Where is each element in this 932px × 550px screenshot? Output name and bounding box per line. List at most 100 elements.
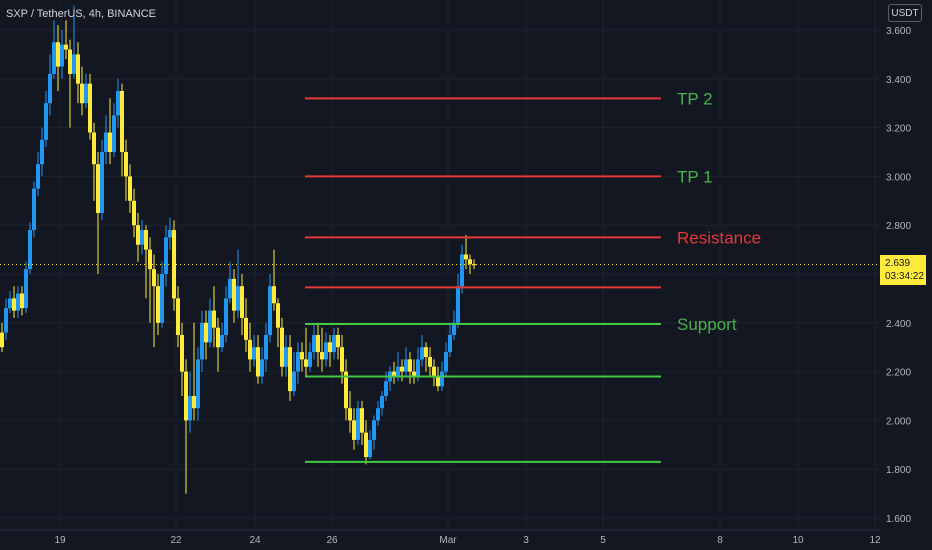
candle-body [216,327,220,348]
candle-body [408,359,412,372]
candle-body [148,249,152,270]
candle-body [288,347,292,392]
candle-body [420,347,424,360]
candle-body [256,347,260,377]
candle-body [40,139,44,165]
candle-body [336,335,340,348]
candle-body [312,335,316,353]
candle-body [152,269,156,287]
candle-body [272,286,276,304]
candle-body [304,359,308,367]
candle-body [28,230,32,270]
candle-body [52,42,56,74]
level-label: TP 1 [677,167,713,186]
candle-body [8,298,12,309]
candle-body [156,286,160,323]
candle-body [376,408,380,421]
candle-body [472,264,476,266]
candle-body [320,352,324,360]
candle-body [324,342,328,360]
candle-body [104,132,108,152]
y-axis[interactable]: 1.6001.8002.0002.2002.4002.6002.8003.000… [886,26,911,525]
candle-body [276,303,280,328]
x-tick-label: 22 [170,535,182,546]
candle-body [460,254,464,287]
candle-body [232,278,236,311]
candle-body [448,335,452,353]
candle-body [260,359,264,377]
candle-body [112,115,116,152]
candle-body [116,91,120,116]
candle-body [200,322,204,360]
y-tick-label: 2.800 [886,221,911,232]
candle-body [452,322,456,335]
currency-button[interactable]: USDT [888,4,922,22]
y-tick-label: 3.200 [886,124,911,135]
candle-body [308,352,312,367]
candle-body [184,371,188,421]
candle-body [392,371,396,377]
y-tick-label: 2.000 [886,416,911,427]
candle-body [180,335,184,372]
candle-body [60,44,64,67]
candle-body [396,366,400,377]
candle-body [0,332,4,348]
candle-body [400,366,404,372]
y-tick-label: 1.800 [886,465,911,476]
candle-body [196,359,200,409]
candle-body [340,347,344,372]
candle-body [140,230,144,245]
last-price-value: 2.639 [885,258,911,269]
candle-body [356,408,360,440]
candle-body [368,439,372,457]
candle-body [144,230,148,250]
candle-body [220,335,224,348]
y-tick-label: 2.400 [886,319,911,330]
candle-body [240,286,244,318]
candle-body [344,371,348,409]
candle-body [204,322,208,343]
candle-body [128,176,132,201]
candle-body [96,164,100,213]
candle-body [432,366,436,377]
x-tick-label: 10 [792,535,804,546]
candle-body [48,73,52,104]
x-tick-label: 19 [54,535,66,546]
candle-body [164,237,168,274]
candle-body [292,371,296,392]
y-tick-label: 3.600 [886,26,911,37]
candle-body [24,269,28,309]
x-axis[interactable]: 19 22 24 26 Mar 3 5 8 10 12 [0,529,881,546]
candle-body [348,408,352,421]
candles [0,5,476,494]
candle-body [188,396,192,421]
candle-body [384,381,388,396]
candle-body [456,286,460,323]
candle-body [468,259,472,265]
candle-body [212,310,216,328]
candle-body [316,335,320,353]
candle-body [4,308,8,333]
candle-body [36,164,40,189]
candle-body [12,298,16,311]
candle-body [244,317,248,340]
candle-body [172,230,176,299]
y-tick-label: 3.000 [886,172,911,183]
candle-body [440,371,444,387]
candle-body [264,335,268,360]
candle-body [160,274,164,323]
x-tick-label: 12 [869,535,881,546]
level-label: Support [677,315,737,334]
candle-body [464,254,468,260]
candle-body [436,376,440,387]
candle-body [192,396,196,409]
level-label: Resistance [677,228,761,247]
candle-body [124,152,128,177]
candle-body [332,335,336,353]
candle-body [252,347,256,360]
candle-body [328,342,332,353]
candle-body [224,298,228,335]
candle-body [352,420,356,440]
candle-body [136,225,140,245]
